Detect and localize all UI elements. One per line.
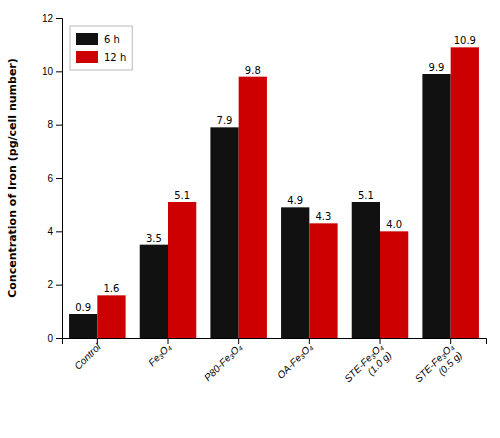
y-tick-label: 10 [42,66,54,77]
x-tick: Fe₃O₄ [146,338,173,368]
data-label: 4.0 [386,219,402,230]
y-tick: 8 [47,119,62,130]
y-tick-line [56,231,62,232]
x-tick: STE-Fe₃O₄(1.0 g) [342,338,393,393]
legend-label: 6 h [104,34,120,45]
y-tick: 10 [42,66,62,77]
x-tick-line [97,338,98,344]
bar [97,295,125,338]
x-tick-label: Fe₃O₄ [146,341,173,368]
y-tick-label: 8 [47,119,53,130]
y-tick: 0 [47,333,62,344]
y-tick-label: 12 [42,13,54,24]
x-tick-label: Control [72,341,103,372]
legend-swatch [76,33,98,45]
y-tick: 12 [42,13,62,24]
data-labels: 0.9 3.5 7.9 4.9 5.1 9.9 1.6 5.1 9.8 4.3 4.0 10.9 [75,35,476,313]
y-tick-label: 0 [47,333,53,344]
x-tick-line [309,338,310,344]
data-label: 0.9 [75,302,91,313]
x-tick: OA-Fe₃O₄ [275,338,315,381]
data-label: 10.9 [454,35,476,46]
data-label: 7.9 [217,115,233,126]
y-axis-title: Concentration of Iron (pg/cell number) [6,58,19,298]
legend-box [70,26,132,70]
y-tick-line [56,178,62,179]
data-label: 4.9 [287,195,303,206]
x-axis: Control Fe₃O₄ P80-Fe₃O₄ OA-Fe₃O₄ STE-Fe₃O₄(1… [63,338,487,393]
y-tick-label: 4 [47,226,53,237]
x-tick-line [450,338,451,344]
bars [69,47,479,338]
data-label: 5.1 [358,190,374,201]
x-tick: STE-Fe₃O₄(0.5 g) [413,338,464,393]
x-tick: P80-Fe₃O₄ [202,338,244,383]
legend: 6 h 12 h [70,26,132,70]
chart: 0 2 4 6 8 10 12 Control Fe₃O₄ P80-Fe₃O₄ OA-Fe₃O₄ ST… [0,0,500,438]
y-tick-line [56,125,62,126]
legend-swatch [76,51,98,63]
x-tick-label: STE-Fe₃O₄(1.0 g) [342,341,393,392]
data-label: 9.9 [429,62,445,73]
x-tick: Control [72,338,103,372]
axis-domain [63,339,487,345]
axis-domain [56,19,63,339]
x-tick-label: P80-Fe₃O₄ [202,341,244,383]
y-tick-label: 2 [47,279,53,290]
data-label: 9.8 [245,65,261,76]
bar [422,74,450,338]
bar [210,127,238,338]
data-label: 5.1 [174,190,190,201]
y-tick: 2 [47,279,62,290]
x-tick-line [168,338,169,344]
x-tick-label: STE-Fe₃O₄(0.5 g) [413,341,464,392]
legend-item: 12 h [76,51,126,63]
y-tick-line [56,71,62,72]
plot: 0 2 4 6 8 10 12 Control Fe₃O₄ P80-Fe₃O₄ OA-Fe₃O₄ ST… [42,13,487,393]
data-label: 3.5 [146,233,162,244]
x-tick-line [238,338,239,344]
bar [352,202,380,338]
bar [69,314,97,338]
data-label: 4.3 [316,211,332,222]
bar [380,231,408,338]
data-label: 1.6 [104,283,120,294]
x-tick-label: OA-Fe₃O₄ [275,341,315,381]
y-tick: 6 [47,173,62,184]
y-tick-label: 6 [47,173,53,184]
legend-label: 12 h [104,52,126,63]
y-tick-line [56,338,62,339]
bar [140,245,168,338]
y-tick: 4 [47,226,62,237]
y-tick-line [56,285,62,286]
y-axis: 0 2 4 6 8 10 12 [42,13,63,344]
bar [451,47,479,338]
bar [309,223,337,338]
y-tick-line [56,18,62,19]
x-tick-line [380,338,381,344]
bar [168,202,196,338]
bar [281,207,309,338]
bar [239,77,267,338]
legend-item: 6 h [76,33,120,45]
